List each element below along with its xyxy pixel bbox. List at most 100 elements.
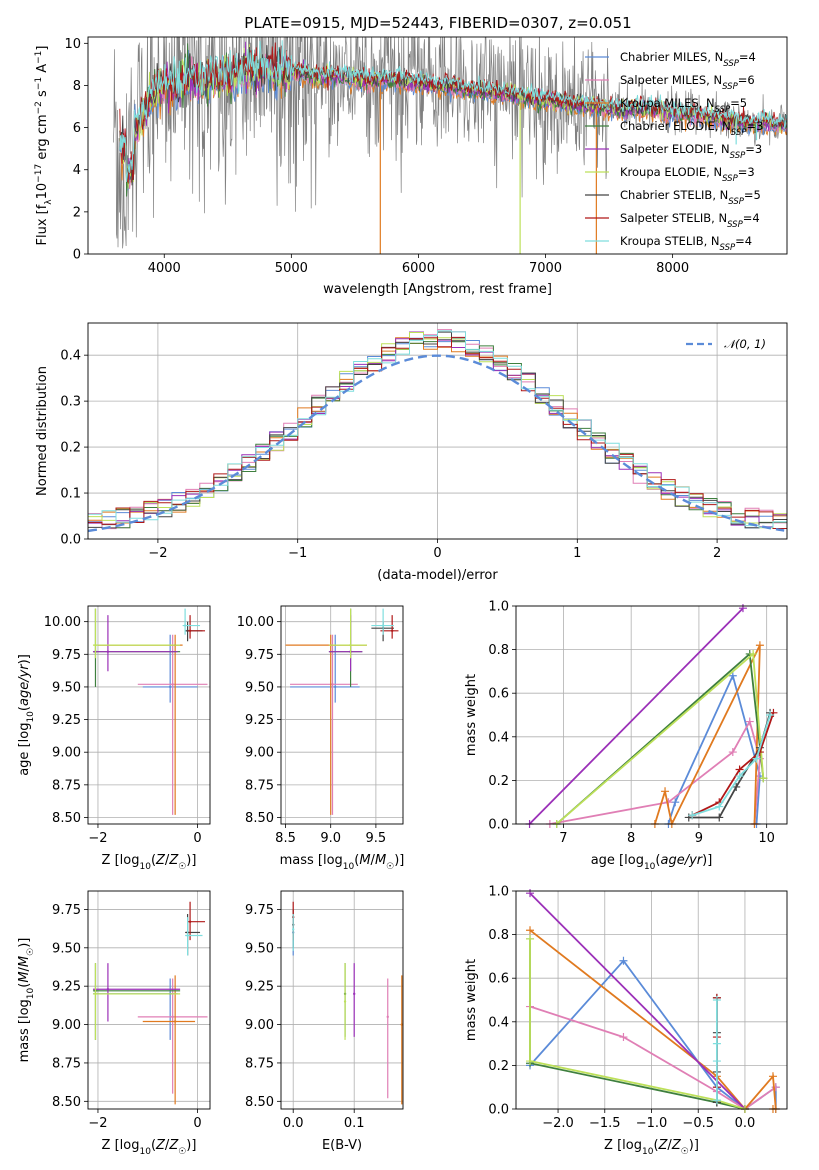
series-marker — [526, 1057, 535, 1066]
y-tick-label: 6 — [73, 121, 81, 136]
figure-title: PLATE=0915, MJD=52443, FIBERID=0307, z=0… — [244, 14, 631, 32]
data-point — [94, 643, 97, 647]
legend-entry: Chabrier ELODIE, NSSP=3 — [620, 119, 763, 138]
y-tick-label: 9.75 — [245, 903, 274, 918]
y-axis-label: mass weight — [464, 959, 479, 1041]
data-point — [390, 629, 394, 633]
series-marker — [619, 956, 628, 965]
series-marker — [526, 934, 535, 943]
y-tick-label: 8.50 — [245, 1095, 274, 1110]
y-tick-label: 0 — [73, 248, 81, 263]
model-line-kroupa_stelib — [119, 40, 787, 182]
x-tick-label: −1.0 — [636, 1116, 668, 1131]
x-tick-label: 9.5 — [366, 831, 387, 846]
normal-curve — [88, 354, 785, 533]
x-tick-label: 5000 — [275, 261, 308, 276]
y-tick-label: 1.0 — [488, 600, 509, 615]
x-tick-label: 10 — [758, 831, 775, 846]
y-tick-label: 8.50 — [52, 1095, 81, 1110]
axes-weight_vs_Z: −2.0 −1.5 −1.0 −0.5 0.0 0.0 0.2 0.4 0.6 0.8 1.0 Z [… — [464, 885, 788, 1157]
data-point — [188, 920, 192, 923]
x-tick-label: 9.0 — [320, 831, 341, 846]
histogram-kroupa_miles — [88, 337, 787, 528]
series-marker — [728, 748, 737, 757]
y-tick-label: 8 — [73, 79, 81, 94]
y-tick-label: 0.2 — [488, 1059, 509, 1074]
data-point — [171, 683, 174, 686]
y-tick-label: 0.0 — [60, 533, 81, 548]
y-tick-label: 0.4 — [488, 730, 509, 745]
series-marker — [712, 996, 721, 1004]
series-marker — [671, 798, 680, 807]
series-marker — [688, 811, 697, 820]
data-point — [94, 992, 97, 996]
series-marker — [768, 1072, 777, 1081]
x-tick-label: 1 — [573, 546, 581, 561]
data-point — [188, 629, 192, 633]
y-tick-label: 9.25 — [245, 980, 274, 995]
series-marker — [715, 813, 724, 822]
y-tick-label: 9.00 — [245, 1018, 274, 1033]
x-tick-label: 6000 — [402, 261, 435, 276]
data-point — [386, 1015, 389, 1019]
x-tick-label: 2 — [713, 546, 721, 561]
x-axis-label: mass [log10(M/M☉)] — [280, 853, 405, 872]
series-line — [654, 644, 761, 824]
series-line — [549, 719, 761, 824]
y-tick-label: 0.0 — [488, 818, 509, 833]
axes-frame — [280, 605, 404, 825]
series-marker — [752, 754, 761, 763]
x-tick-label: 0 — [433, 546, 441, 561]
y-tick-label: 9.25 — [52, 713, 81, 728]
x-tick-label: 0 — [193, 1116, 201, 1131]
axes-frame — [87, 36, 788, 255]
axes-mass_vs_ebv: 0.0 0.1 8.50 8.75 9.00 9.25 9.50 9.75 E(B-V) — [245, 890, 404, 1153]
x-axis-label: Z [log10(Z/Z☉)] — [102, 1138, 197, 1157]
y-tick-label: 0.8 — [488, 643, 509, 658]
series-marker — [755, 641, 764, 650]
series-marker — [712, 1096, 721, 1105]
y-tick-label: 9.75 — [52, 903, 81, 918]
series-marker — [766, 711, 775, 719]
axes-age_vs_mass: 8.5 9.0 9.5 8.50 8.75 9.00 9.25 9.50 9.75 10.00 ma… — [237, 605, 405, 872]
x-tick-label: −2 — [88, 1116, 107, 1131]
x-tick-label: 7000 — [529, 261, 562, 276]
x-tick-label: −1.5 — [589, 1116, 621, 1131]
x-tick-label: 8.5 — [275, 831, 296, 846]
series-marker — [728, 671, 737, 680]
y-tick-label: 9.25 — [52, 980, 81, 995]
x-axis-label: Z [log10(Z/Z☉)] — [604, 1138, 699, 1157]
data-point — [168, 685, 172, 689]
axes-residuals: −2 −1 0 1 2 0.0 0.1 0.2 0.3 0.4 (data-model)/error… — [35, 322, 788, 583]
y-tick-label: 10 — [64, 37, 81, 52]
y-tick-label: 0.3 — [60, 395, 81, 410]
y-tick-label: 9.50 — [245, 680, 274, 695]
axes-weight_vs_age: 7 8 9 10 0.0 0.2 0.4 0.6 0.8 1.0 age [log10(age/yr… — [464, 600, 788, 872]
series-marker — [715, 802, 724, 811]
axes-mass_vs_Z: −2 0 8.50 8.75 9.00 9.25 9.50 9.75 Z [log10(Z/Z☉… — [17, 890, 211, 1157]
axes-age_vs_Z: −2 0 8.50 8.75 9.00 9.25 9.50 9.75 10.00 Z [log10… — [17, 605, 211, 872]
series-marker — [735, 772, 744, 781]
y-axis-label: mass weight — [464, 674, 479, 756]
y-tick-label: 9.25 — [245, 713, 274, 728]
legend-entry: Salpeter ELODIE, NSSP=3 — [620, 142, 762, 161]
data-point — [349, 643, 352, 647]
y-tick-label: 8.75 — [52, 778, 81, 793]
data-point — [186, 934, 189, 937]
legend-entry: 𝒩(0, 1) — [724, 337, 766, 351]
y-tick-label: 9.50 — [52, 941, 81, 956]
y-tick-label: 0.4 — [60, 349, 81, 364]
x-axis-label: wavelength [Angstrom, rest frame] — [323, 282, 552, 297]
series-line — [529, 929, 777, 1109]
data-point — [334, 685, 337, 689]
y-tick-label: 0.2 — [60, 441, 81, 456]
series-marker — [759, 774, 768, 783]
y-tick-label: 8.50 — [52, 811, 81, 826]
x-tick-label: 8000 — [656, 261, 689, 276]
y-tick-label: 8.50 — [245, 811, 274, 826]
series-marker — [738, 604, 747, 613]
y-tick-label: 10.00 — [44, 615, 81, 630]
series-marker — [749, 649, 758, 658]
